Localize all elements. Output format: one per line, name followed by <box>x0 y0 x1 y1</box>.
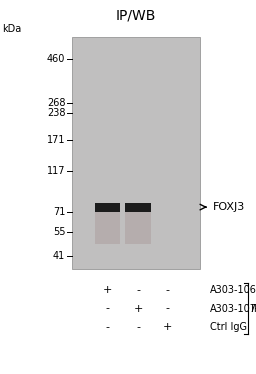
Text: A303-106A: A303-106A <box>210 285 256 295</box>
Text: A303-107A: A303-107A <box>210 304 256 313</box>
Text: 71: 71 <box>53 206 65 217</box>
Text: Ctrl IgG: Ctrl IgG <box>210 322 247 332</box>
Text: +: + <box>103 285 112 295</box>
Text: -: - <box>166 285 170 295</box>
Text: kDa: kDa <box>3 24 22 34</box>
Text: +: + <box>134 304 143 313</box>
Text: -: - <box>105 304 110 313</box>
Text: +: + <box>163 322 172 332</box>
Text: 460: 460 <box>47 54 65 64</box>
Bar <box>125 212 151 243</box>
Text: 268: 268 <box>47 98 65 108</box>
Text: 238: 238 <box>47 108 65 118</box>
Text: -: - <box>136 285 140 295</box>
Bar <box>95 212 120 243</box>
Bar <box>125 203 151 212</box>
Text: 171: 171 <box>47 135 65 145</box>
Bar <box>72 37 200 269</box>
Text: 117: 117 <box>47 166 65 176</box>
Text: -: - <box>105 322 110 332</box>
Text: 55: 55 <box>53 227 65 237</box>
Text: -: - <box>166 304 170 313</box>
Text: FOXJ3: FOXJ3 <box>212 202 245 212</box>
Text: -: - <box>136 322 140 332</box>
Text: IP: IP <box>251 304 256 313</box>
Text: 41: 41 <box>53 251 65 261</box>
Text: IP/WB: IP/WB <box>115 9 156 22</box>
Bar <box>95 203 120 212</box>
